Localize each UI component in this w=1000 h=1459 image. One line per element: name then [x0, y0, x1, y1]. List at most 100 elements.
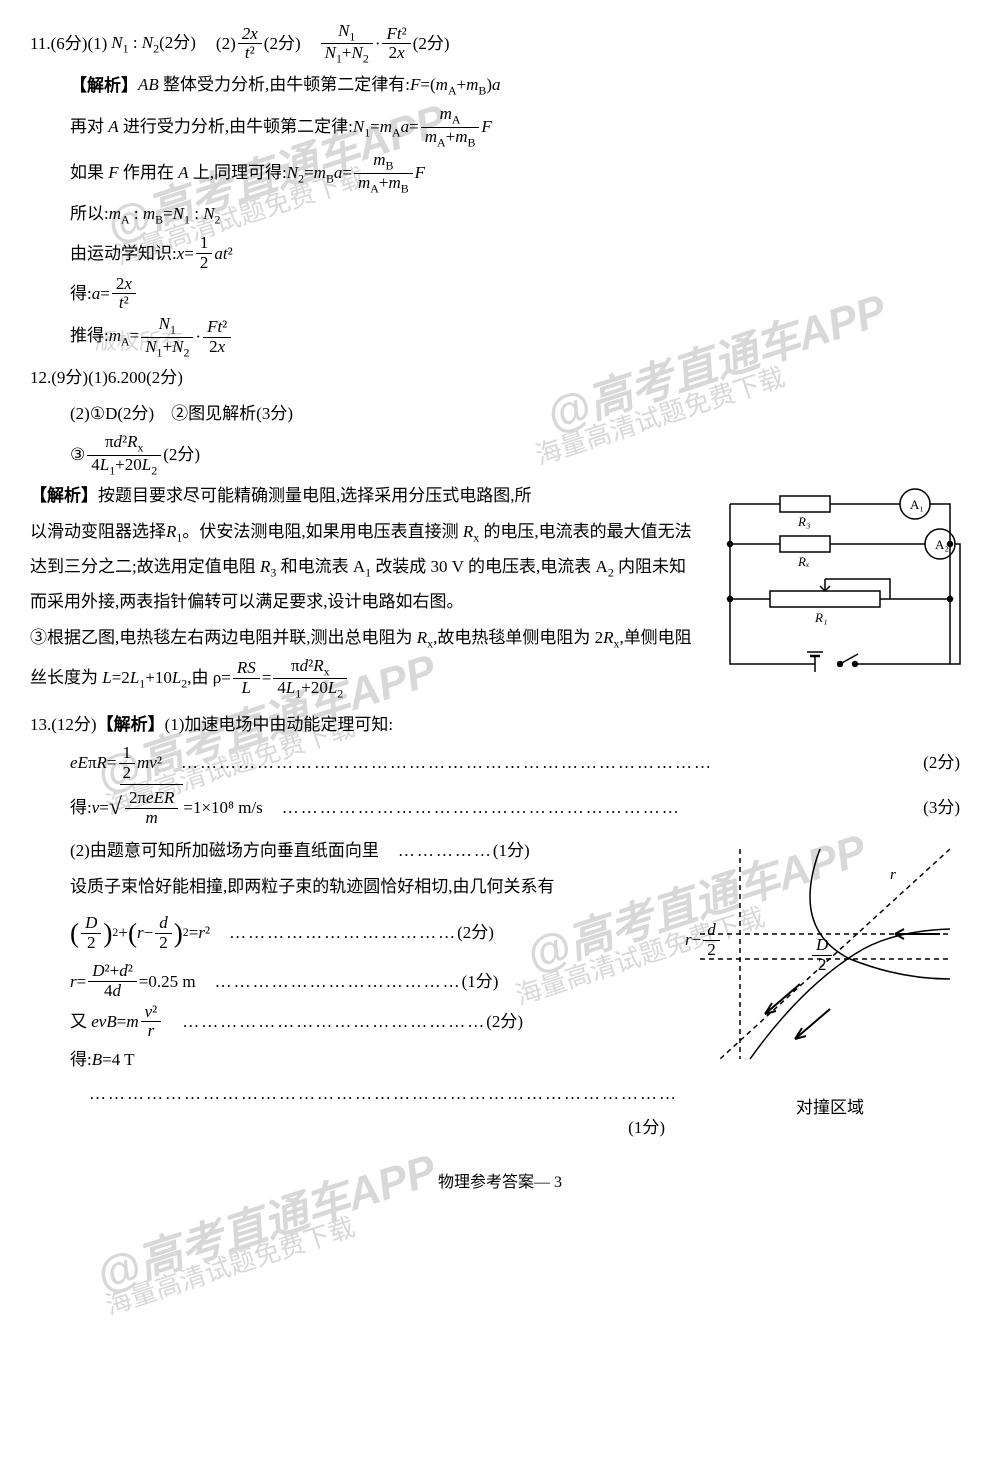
q13-eq2: 得:v= 2πeERm =1×10⁸ m/s ……………………………………………… — [30, 784, 970, 832]
text: 得:a= — [70, 277, 110, 311]
svg-text:A₁: A₁ — [910, 497, 924, 512]
frac: D²+d² 4d — [88, 962, 137, 1000]
score: (1分) — [628, 1111, 675, 1145]
page-footer: 物理参考答案— 3 — [30, 1167, 970, 1199]
score: (2分) — [264, 27, 301, 61]
q12-line3: ③ πd²Rx 4L1+20L2 (2分) — [30, 433, 970, 477]
svg-text:r: r — [890, 867, 896, 883]
dots: ………………………………………… — [163, 1005, 486, 1039]
frac: 12 — [119, 744, 136, 782]
q11-analysis-1: 【解析】 AB 整体受力分析,由牛顿第二定律有:F=(mA+mB)a — [30, 68, 970, 103]
svg-text:R₃: R₃ — [797, 514, 810, 529]
frac: N1 N1+N2 — [141, 315, 193, 359]
q13-eq4: r= D²+d² 4d =0.25 m ………………………………… (1分) — [30, 962, 675, 1000]
text: AB 整体受力分析,由牛顿第二定律有:F=(mA+mB)a — [138, 68, 501, 103]
q11-analysis-3: 如果 F 作用在 A 上,同理可得:N2=mBa= mB mA+mB F — [30, 151, 970, 195]
text: =1×10⁸ m/s — [183, 791, 262, 825]
circuit-diagram: R₃ A₁ Rₓ A₂ R₁ — [710, 484, 970, 696]
text: 按题目要求尽可能精确测量电阻,选择采用分压式电路图,所 — [98, 479, 532, 513]
watermark: 海量高清试题免费下载 — [98, 1201, 361, 1331]
q11-ans2b-1: N1 N1+N2 — [321, 22, 373, 66]
score: (2分) — [163, 438, 200, 472]
diag-D2: D2 — [810, 936, 834, 974]
text: 设质子束恰好能相撞,即两粒子束的轨迹圆恰好相切,由几何关系有 — [70, 870, 555, 904]
score: (2分) — [413, 27, 450, 61]
text: =0.25 m — [139, 965, 196, 999]
score: (1分) — [493, 834, 530, 868]
dot: · — [195, 320, 201, 354]
q13-line3: (2)由题意可知所加磁场方向垂直纸面向里 …………… (1分) — [30, 834, 675, 868]
circled: ③ — [70, 438, 85, 472]
text: (2)由题意可知所加磁场方向垂直纸面向里 — [70, 834, 379, 868]
text: (2)①D(2分) ②图见解析(3分) — [70, 397, 293, 431]
diag-rd2: r−d2 — [685, 921, 722, 959]
text: 推得:mA= — [70, 319, 139, 354]
dot: · — [375, 27, 381, 61]
q13-header: 13.(12分)【解析】(1)加速电场中由动能定理可知: — [30, 708, 970, 742]
svg-text:Rₓ: Rₓ — [797, 554, 810, 569]
frac: 2xt² — [112, 275, 136, 313]
frac: πd²Rx 4L1+20L2 — [87, 433, 161, 477]
text: 再对 A 进行受力分析,由牛顿第二定律:N1=mAa= — [70, 110, 419, 145]
q12-line2: (2)①D(2分) ②图见解析(3分) — [30, 397, 970, 431]
q11-analysis-4: 所以:mA : mB=N1 : N2 — [30, 197, 970, 232]
q12-analysis: 【解析】 按题目要求尽可能精确测量电阻,选择采用分压式电路图,所 — [30, 479, 695, 513]
collision-diagram: r r−d2 D2 对撞区域 — [690, 839, 970, 1125]
score: (3分) — [923, 791, 970, 825]
text: 得:B=4 T — [70, 1043, 135, 1077]
q13-eq1: eEπR= 12 mv² ………………………………………………………………………… — [30, 744, 970, 782]
text: 又 evB=m — [70, 1005, 139, 1039]
q13-line4: 设质子束恰好能相撞,即两粒子束的轨迹圆恰好相切,由几何关系有 — [30, 870, 675, 904]
text: 由运动学知识:x= — [70, 237, 194, 271]
dots: ……………………………… — [210, 916, 457, 950]
q11-ans2b-2: Ft² 2x — [382, 25, 410, 63]
dots: ………………………………… — [196, 965, 462, 999]
q11-analysis-7: 推得:mA= N1 N1+N2 · Ft² 2x — [30, 315, 970, 359]
text: F — [415, 156, 425, 190]
q12-header: 12.(9分)(1)6.200(2分) — [30, 361, 970, 395]
frac: v²r — [141, 1003, 162, 1041]
frac: mA mA+mB — [421, 105, 480, 149]
diag-label: 对撞区域 — [690, 1091, 970, 1125]
dots: ……………………………………………………… — [263, 791, 681, 825]
q13-eq5: 又 evB=m v²r ………………………………………… (2分) — [30, 1003, 675, 1041]
text: eEπR= — [70, 746, 117, 780]
text: mv² — [137, 746, 162, 780]
text: at² — [214, 237, 232, 271]
frac: Ft² 2x — [203, 318, 231, 356]
text: r= — [70, 965, 86, 999]
dots: ………………………………………………………………………… — [162, 746, 713, 780]
q11-header: 11.(6分)(1) N1 : N2(2分) (2) 2x t² (2分) N1… — [30, 22, 970, 66]
q13-eq6: 得:B=4 T ………………………………………………………………………………… … — [30, 1043, 675, 1145]
svg-text:A₂: A₂ — [935, 537, 949, 552]
text: r− — [137, 916, 153, 950]
analysis-label: 【解析】 — [30, 479, 98, 513]
text: F — [481, 110, 491, 144]
frac: d2 — [155, 914, 172, 952]
q11-analysis-5: 由运动学知识:x= 12 at² — [30, 234, 970, 272]
sqrt: 2πeERm — [109, 784, 183, 832]
text: 得:v= — [70, 791, 109, 825]
frac: 12 — [196, 234, 213, 272]
q11-ans2a: 2x t² — [238, 25, 262, 63]
frac: D2 — [81, 914, 101, 952]
text: 12.(9分)(1)6.200(2分) — [30, 361, 183, 395]
q11-part2-label: (2) — [216, 27, 236, 61]
dots: …………… — [379, 834, 493, 868]
analysis-label: 【解析】 — [70, 69, 138, 103]
text: 如果 F 作用在 A 上,同理可得:N2=mBa= — [70, 156, 352, 191]
score: (2分) — [923, 746, 970, 780]
q11-analysis-2: 再对 A 进行受力分析,由牛顿第二定律:N1=mAa= mA mA+mB F — [30, 105, 970, 149]
text: 13.(12分)【解析】(1)加速电场中由动能定理可知: — [30, 708, 393, 742]
q11-part1-ans: N1 : N2(2分) — [111, 26, 196, 61]
svg-text:R₁: R₁ — [814, 610, 827, 625]
text: 所以:mA : mB=N1 : N2 — [70, 197, 220, 232]
score: (2分) — [457, 916, 494, 950]
q11-prefix: 11.(6分)(1) — [30, 27, 107, 61]
score: (2分) — [486, 1005, 523, 1039]
q11-analysis-6: 得:a= 2xt² — [30, 275, 970, 313]
score: (1分) — [462, 965, 499, 999]
frac: mB mA+mB — [354, 151, 413, 195]
dots: ………………………………………………………………………………… — [70, 1077, 678, 1111]
q13-eq3: ( D2 )2 + ( r− d2 )2 =r² ……………………………… (2… — [30, 906, 675, 960]
